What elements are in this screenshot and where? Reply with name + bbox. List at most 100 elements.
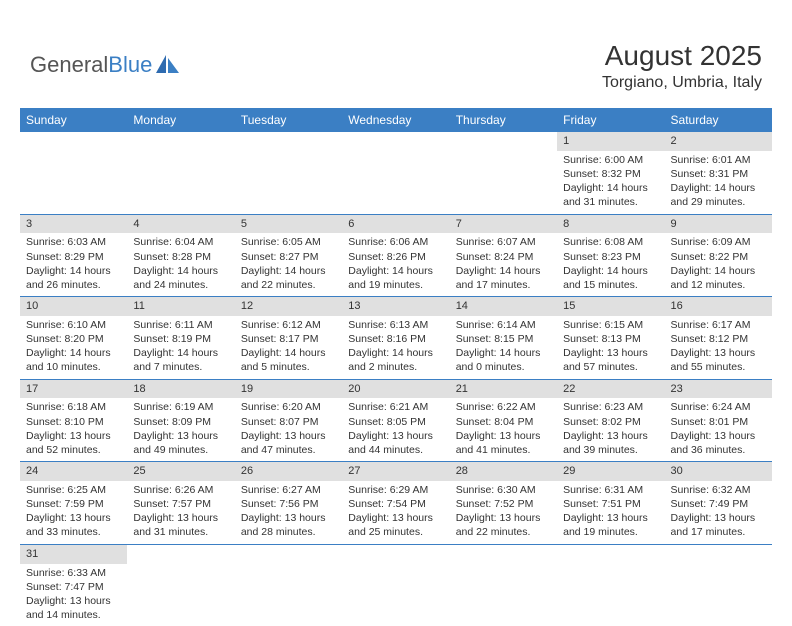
- day-number: 17: [20, 380, 127, 399]
- calendar-cell: [665, 545, 772, 626]
- sunrise-text: Sunrise: 6:17 AM: [671, 318, 766, 332]
- daylight-text: Daylight: 13 hours and 44 minutes.: [348, 429, 443, 457]
- sunset-text: Sunset: 8:32 PM: [563, 167, 658, 181]
- sunset-text: Sunset: 7:56 PM: [241, 497, 336, 511]
- daylight-text: Daylight: 14 hours and 15 minutes.: [563, 264, 658, 292]
- daylight-text: Daylight: 14 hours and 17 minutes.: [456, 264, 551, 292]
- day-info: Sunrise: 6:17 AMSunset: 8:12 PMDaylight:…: [665, 316, 772, 379]
- day-info: Sunrise: 6:08 AMSunset: 8:23 PMDaylight:…: [557, 233, 664, 296]
- calendar-cell: 18Sunrise: 6:19 AMSunset: 8:09 PMDayligh…: [127, 380, 234, 462]
- sunrise-text: Sunrise: 6:07 AM: [456, 235, 551, 249]
- calendar-cell: 28Sunrise: 6:30 AMSunset: 7:52 PMDayligh…: [450, 462, 557, 544]
- calendar-cell: [127, 545, 234, 626]
- sunset-text: Sunset: 8:04 PM: [456, 415, 551, 429]
- col-saturday: Saturday: [665, 108, 772, 132]
- sunset-text: Sunset: 8:23 PM: [563, 250, 658, 264]
- day-info: Sunrise: 6:25 AMSunset: 7:59 PMDaylight:…: [20, 481, 127, 544]
- sunrise-text: Sunrise: 6:15 AM: [563, 318, 658, 332]
- calendar-cell: 9Sunrise: 6:09 AMSunset: 8:22 PMDaylight…: [665, 215, 772, 297]
- sunrise-text: Sunrise: 6:24 AM: [671, 400, 766, 414]
- sunrise-text: Sunrise: 6:25 AM: [26, 483, 121, 497]
- calendar-cell: 15Sunrise: 6:15 AMSunset: 8:13 PMDayligh…: [557, 297, 664, 379]
- col-thursday: Thursday: [450, 108, 557, 132]
- day-number: 14: [450, 297, 557, 316]
- calendar-week: 31Sunrise: 6:33 AMSunset: 7:47 PMDayligh…: [20, 545, 772, 626]
- daylight-text: Daylight: 14 hours and 22 minutes.: [241, 264, 336, 292]
- daylight-text: Daylight: 13 hours and 49 minutes.: [133, 429, 228, 457]
- sunrise-text: Sunrise: 6:00 AM: [563, 153, 658, 167]
- daylight-text: Daylight: 13 hours and 33 minutes.: [26, 511, 121, 539]
- sunset-text: Sunset: 8:24 PM: [456, 250, 551, 264]
- sunrise-text: Sunrise: 6:12 AM: [241, 318, 336, 332]
- day-number: 22: [557, 380, 664, 399]
- day-number: 31: [20, 545, 127, 564]
- calendar-cell: 12Sunrise: 6:12 AMSunset: 8:17 PMDayligh…: [235, 297, 342, 379]
- daylight-text: Daylight: 13 hours and 41 minutes.: [456, 429, 551, 457]
- sunset-text: Sunset: 8:10 PM: [26, 415, 121, 429]
- day-number: 19: [235, 380, 342, 399]
- day-info: Sunrise: 6:19 AMSunset: 8:09 PMDaylight:…: [127, 398, 234, 461]
- day-info: Sunrise: 6:12 AMSunset: 8:17 PMDaylight:…: [235, 316, 342, 379]
- calendar-cell: 11Sunrise: 6:11 AMSunset: 8:19 PMDayligh…: [127, 297, 234, 379]
- calendar-cell: [127, 132, 234, 214]
- day-number: 2: [665, 132, 772, 151]
- day-info: Sunrise: 6:09 AMSunset: 8:22 PMDaylight:…: [665, 233, 772, 296]
- calendar-cell: 21Sunrise: 6:22 AMSunset: 8:04 PMDayligh…: [450, 380, 557, 462]
- sunset-text: Sunset: 8:15 PM: [456, 332, 551, 346]
- calendar-table: Sunday Monday Tuesday Wednesday Thursday…: [20, 108, 772, 626]
- day-number: 18: [127, 380, 234, 399]
- day-info: Sunrise: 6:03 AMSunset: 8:29 PMDaylight:…: [20, 233, 127, 296]
- day-number: 25: [127, 462, 234, 481]
- day-info: Sunrise: 6:06 AMSunset: 8:26 PMDaylight:…: [342, 233, 449, 296]
- sunrise-text: Sunrise: 6:33 AM: [26, 566, 121, 580]
- sunset-text: Sunset: 8:02 PM: [563, 415, 658, 429]
- sunset-text: Sunset: 8:29 PM: [26, 250, 121, 264]
- day-info: Sunrise: 6:27 AMSunset: 7:56 PMDaylight:…: [235, 481, 342, 544]
- calendar-cell: 1Sunrise: 6:00 AMSunset: 8:32 PMDaylight…: [557, 132, 664, 214]
- col-wednesday: Wednesday: [342, 108, 449, 132]
- daylight-text: Daylight: 13 hours and 57 minutes.: [563, 346, 658, 374]
- sunset-text: Sunset: 8:26 PM: [348, 250, 443, 264]
- day-info: Sunrise: 6:00 AMSunset: 8:32 PMDaylight:…: [557, 151, 664, 214]
- daylight-text: Daylight: 13 hours and 17 minutes.: [671, 511, 766, 539]
- sunset-text: Sunset: 8:17 PM: [241, 332, 336, 346]
- day-number: 9: [665, 215, 772, 234]
- calendar-cell: [235, 545, 342, 626]
- daylight-text: Daylight: 13 hours and 25 minutes.: [348, 511, 443, 539]
- sunrise-text: Sunrise: 6:03 AM: [26, 235, 121, 249]
- day-number: 24: [20, 462, 127, 481]
- col-monday: Monday: [127, 108, 234, 132]
- sunrise-text: Sunrise: 6:01 AM: [671, 153, 766, 167]
- day-info: Sunrise: 6:33 AMSunset: 7:47 PMDaylight:…: [20, 564, 127, 626]
- day-info: Sunrise: 6:18 AMSunset: 8:10 PMDaylight:…: [20, 398, 127, 461]
- calendar-cell: 13Sunrise: 6:13 AMSunset: 8:16 PMDayligh…: [342, 297, 449, 379]
- daylight-text: Daylight: 14 hours and 24 minutes.: [133, 264, 228, 292]
- daylight-text: Daylight: 14 hours and 26 minutes.: [26, 264, 121, 292]
- sunrise-text: Sunrise: 6:08 AM: [563, 235, 658, 249]
- daylight-text: Daylight: 13 hours and 55 minutes.: [671, 346, 766, 374]
- sunset-text: Sunset: 8:28 PM: [133, 250, 228, 264]
- sunset-text: Sunset: 8:31 PM: [671, 167, 766, 181]
- daylight-text: Daylight: 13 hours and 31 minutes.: [133, 511, 228, 539]
- sunset-text: Sunset: 8:20 PM: [26, 332, 121, 346]
- sunset-text: Sunset: 7:54 PM: [348, 497, 443, 511]
- sunset-text: Sunset: 7:49 PM: [671, 497, 766, 511]
- sunset-text: Sunset: 8:05 PM: [348, 415, 443, 429]
- daylight-text: Daylight: 13 hours and 39 minutes.: [563, 429, 658, 457]
- sunrise-text: Sunrise: 6:05 AM: [241, 235, 336, 249]
- daylight-text: Daylight: 14 hours and 10 minutes.: [26, 346, 121, 374]
- calendar-cell: 6Sunrise: 6:06 AMSunset: 8:26 PMDaylight…: [342, 215, 449, 297]
- day-number: 15: [557, 297, 664, 316]
- sunset-text: Sunset: 7:57 PM: [133, 497, 228, 511]
- day-info: Sunrise: 6:20 AMSunset: 8:07 PMDaylight:…: [235, 398, 342, 461]
- calendar-cell: [235, 132, 342, 214]
- day-number: 4: [127, 215, 234, 234]
- calendar-week: 1Sunrise: 6:00 AMSunset: 8:32 PMDaylight…: [20, 132, 772, 215]
- day-number: 3: [20, 215, 127, 234]
- daylight-text: Daylight: 14 hours and 5 minutes.: [241, 346, 336, 374]
- daylight-text: Daylight: 13 hours and 28 minutes.: [241, 511, 336, 539]
- day-number: 13: [342, 297, 449, 316]
- location-subtitle: Torgiano, Umbria, Italy: [602, 74, 762, 92]
- brand-part2: Blue: [108, 52, 152, 78]
- calendar-cell: 30Sunrise: 6:32 AMSunset: 7:49 PMDayligh…: [665, 462, 772, 544]
